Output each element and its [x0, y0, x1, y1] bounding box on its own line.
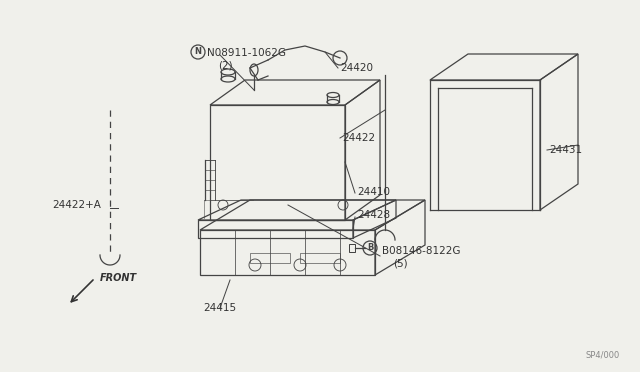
Bar [300, 253, 340, 263]
Text: 24428: 24428 [357, 210, 390, 220]
Text: B08146-8122G: B08146-8122G [382, 246, 461, 256]
Bar [250, 253, 290, 263]
Text: 24431: 24431 [549, 145, 582, 155]
Text: (2): (2) [218, 60, 232, 70]
Text: SP4/000: SP4/000 [586, 351, 620, 360]
Text: 24415: 24415 [203, 303, 236, 313]
Text: 24422: 24422 [342, 133, 375, 143]
Text: 24420: 24420 [340, 63, 373, 73]
Text: (5): (5) [393, 258, 408, 268]
Text: 24422+A: 24422+A [52, 200, 101, 210]
Bar [349, 244, 355, 252]
Text: N08911-1062G: N08911-1062G [207, 48, 286, 58]
Text: 24410: 24410 [357, 187, 390, 197]
Text: B: B [367, 244, 373, 253]
Text: N: N [195, 48, 202, 57]
Text: FRONT: FRONT [100, 273, 137, 283]
